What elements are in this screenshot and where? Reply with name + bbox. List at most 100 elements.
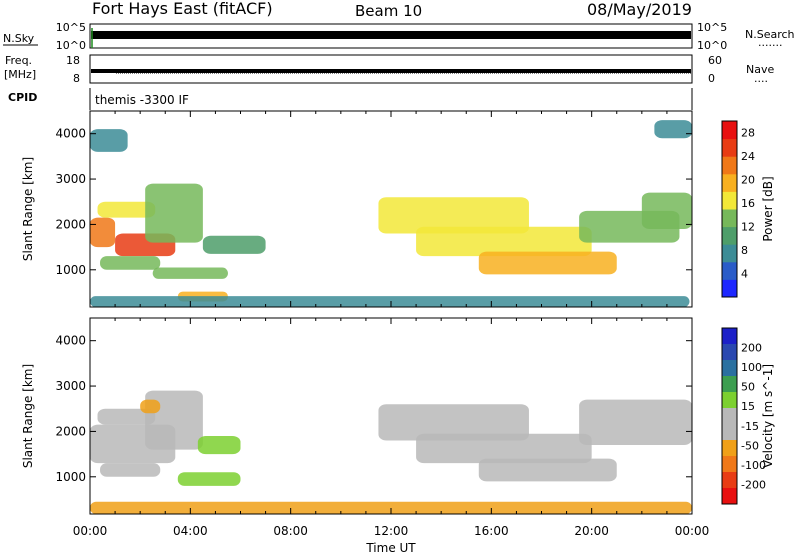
power-data (90, 120, 692, 307)
colorbar-swatch (722, 440, 737, 457)
colorbar-swatch (722, 328, 737, 345)
nave-tick-top: 60 (708, 54, 722, 67)
power-ylabel: Slant Range [km] (21, 157, 35, 261)
scatter-region (90, 501, 692, 514)
colorbar-tick-label: -100 (741, 459, 766, 472)
nave-label: Nave (746, 63, 774, 76)
colorbar-tick-label: -50 (741, 439, 759, 452)
scatter-region (378, 197, 529, 234)
freq-tick-top: 18 (66, 54, 80, 67)
cpid-label: CPID (8, 91, 37, 104)
scatter-region (90, 217, 116, 248)
nsearch-label: N.Search (745, 28, 795, 41)
y-tick-label: 4000 (55, 334, 86, 348)
colorbar-tick-label: -200 (741, 478, 766, 491)
colorbar-swatch (722, 121, 737, 140)
y-tick-label: 3000 (55, 172, 86, 186)
freq-label-line2: [MHz] (4, 68, 36, 81)
nsearch-tick-top: 10^5 (697, 21, 727, 34)
freq-label-line1: Freq. (5, 54, 32, 67)
cpid-panel: CPID themis -3300 IF (8, 88, 693, 110)
colorbar-tick-label: 20 (741, 174, 755, 187)
scatter-region (478, 251, 617, 275)
nsearch-tick-bottom: 10^0 (697, 39, 727, 52)
y-tick-label: 2000 (55, 217, 86, 231)
y-tick-label: 1000 (55, 470, 86, 484)
colorbar-swatch (722, 456, 737, 473)
scatter-region (145, 183, 203, 243)
time-tick-label: 00:00 (675, 524, 710, 538)
scatter-region (378, 404, 529, 441)
power-colorbar-label: Power [dB] (761, 176, 775, 241)
colorbar-swatch (722, 424, 737, 441)
y-tick-label: 4000 (55, 127, 86, 141)
freq-tick-bottom: 8 (73, 72, 80, 85)
colorbar-swatch (722, 209, 737, 228)
scatter-region (416, 433, 592, 464)
nsky-tick-bottom: 10^0 (56, 39, 86, 52)
power-yaxis: 1000 2000 3000 4000 (55, 111, 693, 307)
colorbar-swatch (722, 279, 737, 298)
y-tick-label: 2000 (55, 424, 86, 438)
colorbar-swatch (722, 472, 737, 489)
scatter-region (90, 296, 690, 307)
scatter-region (579, 399, 692, 446)
scatter-region (90, 129, 128, 152)
scatter-region (97, 408, 156, 425)
scatter-region (177, 472, 241, 486)
freq-trace (91, 69, 691, 73)
time-axis: 00:00 04:00 08:00 12:00 16:00 20:00 00:00 (73, 524, 710, 538)
time-tick-label: 12:00 (374, 524, 409, 538)
colorbar-tick-label: 50 (741, 381, 755, 394)
nsky-trace (91, 31, 691, 39)
beam-label: Beam 10 (355, 2, 422, 20)
colorbar-frame (721, 327, 738, 505)
time-tick-label: 16:00 (474, 524, 509, 538)
time-tick-label: 20:00 (574, 524, 609, 538)
time-tick-label: 08:00 (273, 524, 308, 538)
scatter-region (654, 120, 692, 139)
scatter-region (100, 463, 161, 477)
freq-panel: Freq. [MHz] 18 8 Nave ···· 60 0 (4, 54, 774, 88)
colorbar-swatch (722, 191, 737, 210)
nsky-panel: N.Sky 10^5 10^0 N.Search ······· 10^5 10… (3, 21, 795, 52)
colorbar-tick-label: 8 (741, 244, 748, 257)
velocity-ylabel: Slant Range [km] (21, 364, 35, 468)
scatter-region (416, 226, 592, 257)
date-label: 08/May/2019 (587, 0, 692, 19)
colorbar-swatch (722, 392, 737, 409)
scatter-region (152, 267, 228, 279)
cpid-program: themis -3300 IF (95, 93, 189, 107)
nave-dots: ···· (754, 75, 768, 88)
nave-tick-bottom: 0 (708, 72, 715, 85)
scatter-region (97, 201, 156, 218)
colorbar-tick-label: 100 (741, 361, 762, 374)
nsky-label: N.Sky (3, 32, 35, 45)
scatter-region (641, 192, 692, 229)
colorbar-tick-label: 16 (741, 197, 755, 210)
power-panel: 1000 2000 3000 4000 Slant Range [km] 4 8 12 16… (21, 110, 775, 308)
velocity-colorbar-label: Velocity [m s^-1] (761, 364, 775, 468)
colorbar-frame (721, 120, 738, 298)
scatter-region (140, 399, 161, 414)
colorbar-swatch (722, 344, 737, 361)
power-colorbar: 4 8 12 16 20 24 28 (721, 120, 755, 298)
colorbar-swatch (722, 156, 737, 175)
y-tick-label: 3000 (55, 379, 86, 393)
scatter-region (100, 256, 161, 270)
colorbar-tick-label: 200 (741, 342, 762, 355)
velocity-colorbar: 200 100 50 15 -15 -50 -100 -200 (721, 327, 766, 505)
radar-title: Fort Hays East (fitACF) (92, 0, 273, 18)
colorbar-tick-label: -15 (741, 420, 759, 433)
colorbar-tick-label: 24 (741, 150, 755, 163)
scatter-region (197, 435, 241, 455)
colorbar-tick-label: 28 (741, 127, 755, 140)
nsearch-dots: ······· (758, 39, 782, 52)
scatter-region (202, 235, 266, 254)
colorbar-tick-label: 12 (741, 221, 755, 234)
colorbar-swatch (722, 408, 737, 425)
velocity-panel: 1000 2000 3000 4000 Slant Range [km] 200 100… (21, 317, 775, 515)
y-tick-label: 1000 (55, 263, 86, 277)
velocity-data (90, 390, 692, 514)
